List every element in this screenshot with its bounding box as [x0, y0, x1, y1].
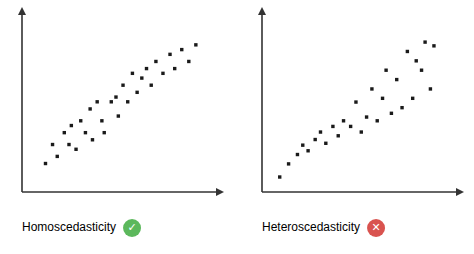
badge-circle — [123, 219, 141, 237]
point — [296, 153, 299, 156]
points — [278, 40, 436, 178]
point — [429, 87, 432, 90]
point — [432, 44, 435, 47]
point — [91, 138, 94, 141]
y-axis — [21, 14, 23, 192]
point — [406, 50, 409, 53]
point — [384, 69, 387, 72]
panel — [22, 14, 217, 192]
point — [415, 59, 418, 62]
point — [67, 143, 70, 146]
point — [154, 60, 157, 63]
point — [349, 125, 352, 128]
point — [390, 112, 393, 115]
point — [420, 69, 423, 72]
point — [376, 119, 379, 122]
point — [180, 48, 183, 51]
point — [63, 131, 66, 134]
panel-label: Heteroscedasticity — [262, 220, 360, 234]
point — [278, 175, 281, 178]
point — [400, 106, 403, 109]
point — [365, 115, 368, 118]
point — [135, 91, 138, 94]
point — [84, 131, 87, 134]
point — [88, 107, 91, 110]
point — [360, 130, 363, 133]
point — [306, 149, 309, 152]
point — [117, 114, 120, 117]
point — [287, 162, 290, 165]
point — [194, 43, 197, 46]
point — [161, 72, 164, 75]
point — [51, 143, 54, 146]
x-axis — [262, 191, 457, 193]
point — [103, 131, 106, 134]
point — [370, 87, 373, 90]
badge-symbol: ✕ — [371, 221, 380, 233]
panel-label: Homoscedasticity — [22, 220, 116, 234]
point — [354, 100, 357, 103]
point — [324, 142, 327, 145]
point — [395, 78, 398, 81]
point — [150, 84, 153, 87]
point — [319, 130, 322, 133]
point — [313, 138, 316, 141]
point — [411, 97, 414, 100]
point — [100, 119, 103, 122]
point — [70, 124, 73, 127]
point — [187, 60, 190, 63]
y-axis — [261, 14, 263, 192]
point — [44, 162, 47, 165]
point — [381, 97, 384, 100]
point — [121, 84, 124, 87]
point — [140, 76, 143, 79]
point — [301, 143, 304, 146]
point — [74, 148, 77, 151]
point — [337, 134, 340, 137]
point — [79, 119, 82, 122]
point — [56, 155, 59, 158]
x-axis — [22, 191, 217, 193]
point — [423, 40, 426, 43]
point — [114, 95, 117, 98]
badge-symbol: ✓ — [127, 221, 136, 233]
badge-circle — [367, 219, 385, 237]
point — [168, 53, 171, 56]
point — [342, 119, 345, 122]
point — [110, 100, 113, 103]
points — [44, 43, 198, 165]
point — [331, 125, 334, 128]
figure: Homoscedasticity ✓ Heteroscedasticity ✕ — [0, 0, 474, 254]
point — [131, 72, 134, 75]
panel — [262, 14, 457, 192]
point — [126, 100, 129, 103]
point — [173, 67, 176, 70]
point — [95, 100, 98, 103]
point — [145, 67, 148, 70]
badge: ✓ — [123, 219, 141, 237]
badge: ✕ — [367, 219, 385, 237]
